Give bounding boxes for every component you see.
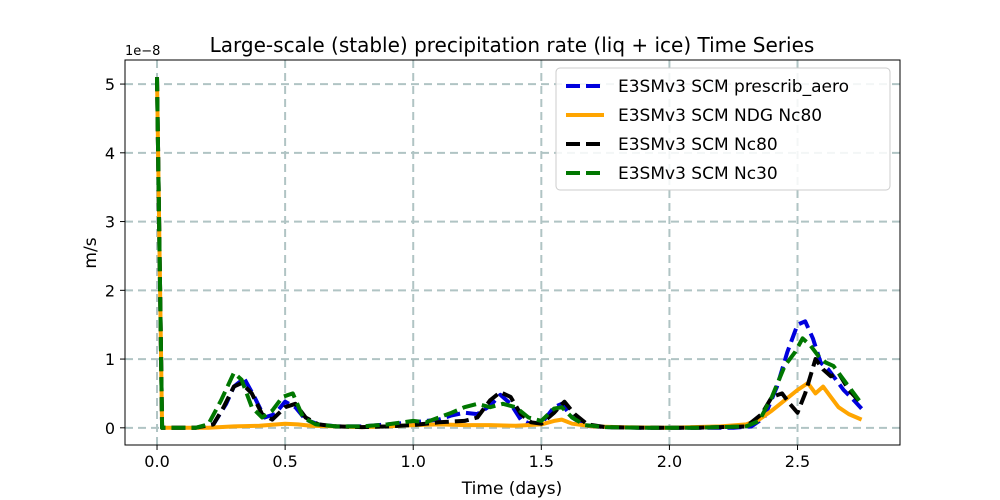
legend-label-3: E3SMv3 SCM Nc80	[618, 135, 778, 155]
plot-frame	[124, 59, 901, 446]
x-tick-label: 1.0	[400, 452, 425, 471]
x-tick-label: 0.5	[272, 452, 297, 471]
legend-box	[555, 67, 891, 191]
legend-label-2: E3SMv3 SCM NDG Nc80	[618, 106, 822, 126]
y-tick-label: 4	[105, 144, 115, 163]
x-tick-label: 1.5	[529, 452, 554, 471]
y-tick-label: 5	[105, 75, 115, 94]
x-tick-label: 0.0	[144, 452, 169, 471]
y-tick-label: 0	[105, 419, 115, 438]
chart-title: Large-scale (stable) precipitation rate …	[210, 33, 815, 57]
y-axis-label: m/s	[81, 237, 101, 268]
y-tick-label: 1	[105, 350, 115, 369]
series-line-4	[155, 77, 864, 430]
series-group	[155, 77, 864, 430]
y-offset-label: 1e−8	[125, 44, 160, 59]
y-tick-label: 2	[105, 281, 115, 300]
x-tick-label: 2.5	[785, 452, 810, 471]
x-ticks: 0.0 0.5 1.0 1.5 2.0 2.5	[144, 445, 810, 471]
legend-label-1: E3SMv3 SCM prescrib_aero	[618, 77, 849, 97]
series-line-3	[155, 77, 864, 430]
legend: E3SMv3 SCM prescrib_aero E3SMv3 SCM NDG N…	[555, 67, 891, 191]
y-tick-label: 3	[105, 213, 115, 232]
y-ticks: 0 1 2 3 4 5	[105, 75, 125, 438]
legend-label-4: E3SMv3 SCM Nc30	[618, 164, 778, 184]
x-axis-label: Time (days)	[461, 479, 562, 499]
x-tick-label: 2.0	[657, 452, 682, 471]
